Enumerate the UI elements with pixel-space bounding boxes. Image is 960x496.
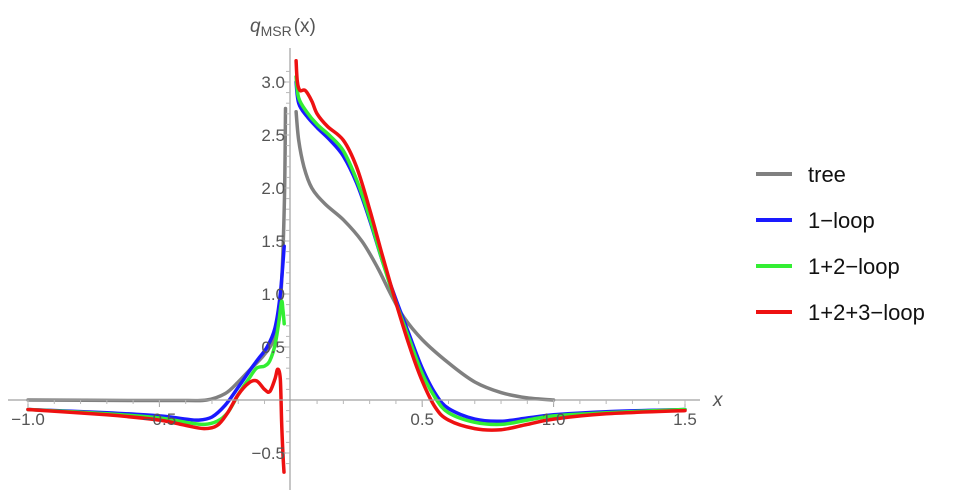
- series-line-1-loop-seg0: [26, 244, 286, 422]
- legend-label: 1+2+3−loop: [808, 300, 925, 325]
- series-line-1plus2plus3-loop-seg0: [26, 367, 286, 474]
- y-axis-title: qMSR (x): [250, 16, 316, 39]
- x-tick-label: 1.0: [542, 410, 566, 429]
- x-tick-label: −1.0: [11, 410, 45, 429]
- x-tick-label: −0.5: [143, 410, 177, 429]
- series-line-tree-seg1: [294, 109, 556, 402]
- x-axis-title: x: [712, 390, 724, 411]
- series-line-1-loop-seg1: [294, 80, 687, 424]
- legend-label: 1−loop: [808, 208, 875, 233]
- y-tick-label: 0.5: [261, 338, 285, 357]
- series-line-tree-seg0: [26, 106, 288, 403]
- y-tick-label: 1.5: [261, 232, 285, 251]
- series-line-1plus2-loop-seg0: [26, 299, 286, 427]
- y-axis-title-suffix: (x): [294, 16, 316, 37]
- legend-label: tree: [808, 162, 846, 187]
- x-tick-label: 1.5: [673, 410, 697, 429]
- y-axis-title-subscript: MSR: [261, 23, 292, 39]
- y-tick-label: 1.0: [261, 285, 285, 304]
- plot-area: [26, 59, 687, 474]
- x-tick-label: 0.5: [410, 410, 434, 429]
- legend: tree 1−loop 1+2−loop 1+2+3−loop: [756, 162, 925, 325]
- legend-label: 1+2−loop: [808, 254, 900, 279]
- series-line-1plus2plus3-loop-seg1: [294, 59, 687, 432]
- y-tick-label: 2.5: [261, 126, 285, 145]
- y-tick-label: 3.0: [261, 73, 285, 92]
- y-tick-label: 2.0: [261, 179, 285, 198]
- axes: [8, 48, 700, 490]
- tick-marks: −1.0 −0.5 0.5 1.0 1.5 −0.5 0.5 1.0 1.5 2.0 2.5 3.0: [11, 70, 697, 465]
- y-axis-title-main: q: [250, 16, 261, 37]
- y-tick-label: −0.5: [251, 444, 285, 463]
- series-line-1plus2-loop-seg1: [294, 74, 687, 427]
